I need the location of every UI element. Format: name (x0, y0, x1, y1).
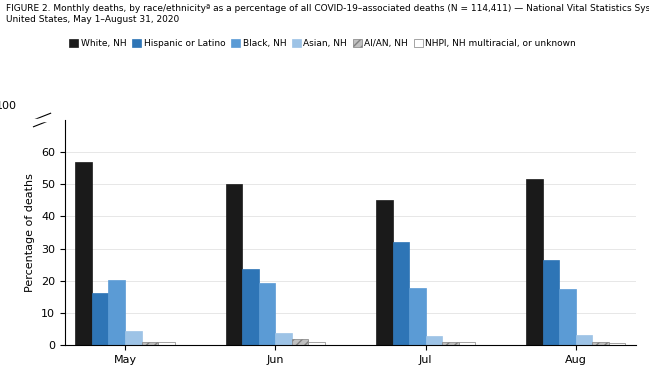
Bar (158, 342, 175, 345)
Bar (242, 268, 259, 345)
Bar (576, 335, 593, 345)
Bar (559, 289, 576, 345)
Bar (226, 184, 242, 345)
Text: FIGURE 2. Monthly deaths, by race/ethnicityª as a percentage of all COVID-19–ass: FIGURE 2. Monthly deaths, by race/ethnic… (6, 4, 649, 13)
Bar (259, 283, 275, 345)
Bar (308, 342, 325, 345)
Bar (459, 342, 475, 345)
Bar (376, 200, 393, 345)
Bar (543, 260, 559, 345)
Bar (442, 342, 459, 345)
Y-axis label: Percentage of deaths: Percentage of deaths (25, 173, 36, 292)
Bar (141, 342, 158, 345)
Bar (92, 293, 108, 345)
Legend: White, NH, Hispanic or Latino, Black, NH, Asian, NH, AI/AN, NH, NHPI, NH multira: White, NH, Hispanic or Latino, Black, NH… (69, 39, 576, 48)
Text: United States, May 1–August 31, 2020: United States, May 1–August 31, 2020 (6, 15, 180, 24)
Bar (108, 280, 125, 345)
Bar (409, 288, 426, 345)
Bar (393, 242, 409, 345)
Bar (609, 344, 626, 345)
Bar (292, 339, 308, 345)
Text: 100: 100 (0, 101, 16, 111)
Bar (125, 330, 141, 345)
Bar (275, 333, 292, 345)
Bar (75, 162, 92, 345)
Bar (426, 336, 442, 345)
Bar (526, 180, 543, 345)
Bar (593, 342, 609, 345)
